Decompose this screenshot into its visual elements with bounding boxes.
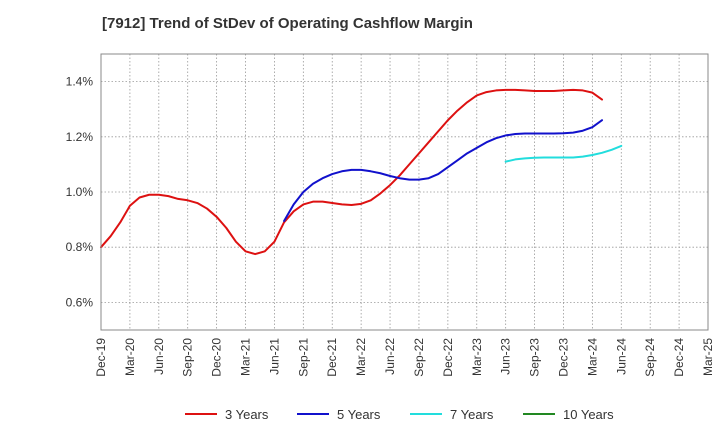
legend-label: 5 Years xyxy=(337,407,381,422)
x-tick-label: Dec-23 xyxy=(556,338,570,377)
x-tick-label: Jun-24 xyxy=(614,338,628,375)
x-tick-label: Mar-21 xyxy=(239,338,253,376)
plot-frame xyxy=(100,53,709,331)
x-tick-label: Sep-21 xyxy=(296,338,310,377)
x-tick-label: Sep-23 xyxy=(528,338,542,377)
legend-label: 3 Years xyxy=(225,407,269,422)
x-tick-label: Mar-24 xyxy=(585,338,599,376)
series-line-3 xyxy=(504,144,623,163)
x-tick-label: Dec-20 xyxy=(210,338,224,377)
x-tick-label: Jun-20 xyxy=(152,338,166,375)
x-tick-label: Jun-22 xyxy=(383,338,397,375)
x-tick-label: Mar-23 xyxy=(470,338,484,376)
legend-label: 7 Years xyxy=(450,407,494,422)
y-tick-label: 1.4% xyxy=(66,75,94,89)
x-tick-label: Sep-22 xyxy=(412,338,426,377)
y-tick-label: 1.2% xyxy=(66,130,94,144)
x-tick-label: Sep-24 xyxy=(643,338,657,377)
x-tick-label: Mar-20 xyxy=(123,338,137,376)
x-tick-label: Mar-22 xyxy=(354,338,368,376)
x-tick-label: Mar-25 xyxy=(701,338,715,376)
series-line-2 xyxy=(283,119,604,222)
y-tick-label: 0.6% xyxy=(66,295,94,309)
x-tick-label: Dec-24 xyxy=(672,338,686,377)
x-tick-label: Dec-21 xyxy=(325,338,339,377)
x-tick-label: Sep-20 xyxy=(181,338,195,377)
x-tick-label: Dec-22 xyxy=(441,338,455,377)
x-tick-label: Jun-21 xyxy=(267,338,281,375)
y-tick-label: 0.8% xyxy=(66,240,94,254)
x-tick-label: Dec-19 xyxy=(94,338,108,377)
y-tick-label: 1.0% xyxy=(66,185,94,199)
chart-title: [7912] Trend of StDev of Operating Cashf… xyxy=(102,15,473,32)
legend-label: 10 Years xyxy=(563,407,614,422)
x-tick-label: Jun-23 xyxy=(499,338,513,375)
series-line-1 xyxy=(100,88,604,256)
